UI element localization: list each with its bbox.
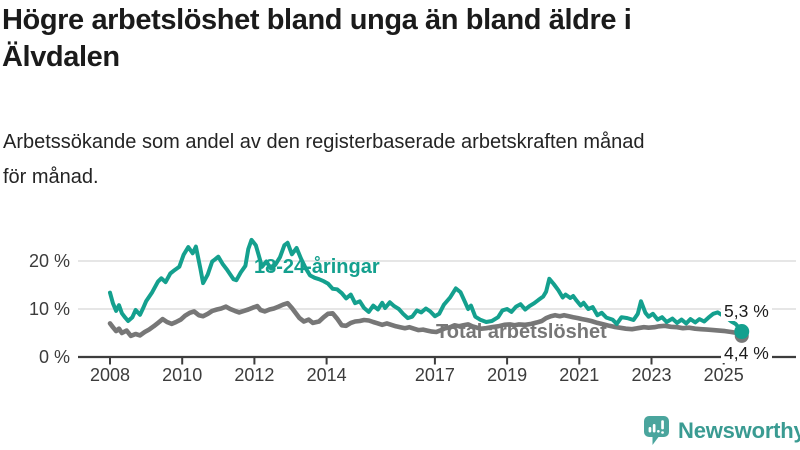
end-value-label-18-24: 5,3 % xyxy=(721,302,772,321)
x-tick-label-2025: 2025 xyxy=(703,365,744,385)
series-end-dot-0 xyxy=(734,324,750,340)
x-tick-label-2023: 2023 xyxy=(631,365,672,385)
end-value-label-total: 4,4 % xyxy=(721,344,772,363)
y-tick-label-20: 20 % xyxy=(28,251,70,271)
page-title-line-2: Älvdalen xyxy=(2,41,120,73)
chart-subtitle-line-1: Arbetssökande som andel av den registerb… xyxy=(3,131,645,153)
newsworthy-logo-text: Newsworthy xyxy=(678,418,800,443)
x-tick-label-2021: 2021 xyxy=(559,365,600,385)
chart-subtitle: Arbetssökande som andel av den registerb… xyxy=(3,125,793,195)
x-tick-label-2017: 2017 xyxy=(414,365,455,385)
logo-exclamation-bar xyxy=(661,420,664,430)
logo-bar-tall xyxy=(652,424,656,433)
page-title-line-1: Högre arbetslöshet bland unga än bland ä… xyxy=(2,4,632,36)
gridlines xyxy=(78,260,796,310)
logo-period-dot xyxy=(657,430,660,433)
logo-exclamation-dot xyxy=(661,431,664,434)
newsworthy-brand-link[interactable]: Newsworthy xyxy=(644,416,800,446)
y-tick-label-10: 10 % xyxy=(28,299,70,319)
page-title: Högre arbetslöshet bland unga än bland ä… xyxy=(2,2,792,76)
x-tick-label-2008: 2008 xyxy=(89,365,131,385)
chart-subtitle-line-2: för månad. xyxy=(3,166,99,188)
newsworthy-logo-icon xyxy=(644,416,669,445)
series-label-18-24-aringar: 18-24-åringar xyxy=(254,256,380,278)
x-tick-label-2012: 2012 xyxy=(234,365,275,385)
y-tick-label-0: 0 % xyxy=(38,347,70,367)
series-lines xyxy=(107,237,750,343)
series-line-0 xyxy=(108,237,744,334)
series-line-1 xyxy=(107,300,745,339)
x-tick-label-2014: 2014 xyxy=(306,365,347,385)
x-tick-label-2010: 2010 xyxy=(162,365,203,385)
x-axis xyxy=(78,355,796,365)
x-tick-label-2019: 2019 xyxy=(487,365,528,385)
series-label-total-arbetsloshet: Total arbetslöshet xyxy=(436,321,607,343)
logo-bar-short xyxy=(648,427,652,433)
